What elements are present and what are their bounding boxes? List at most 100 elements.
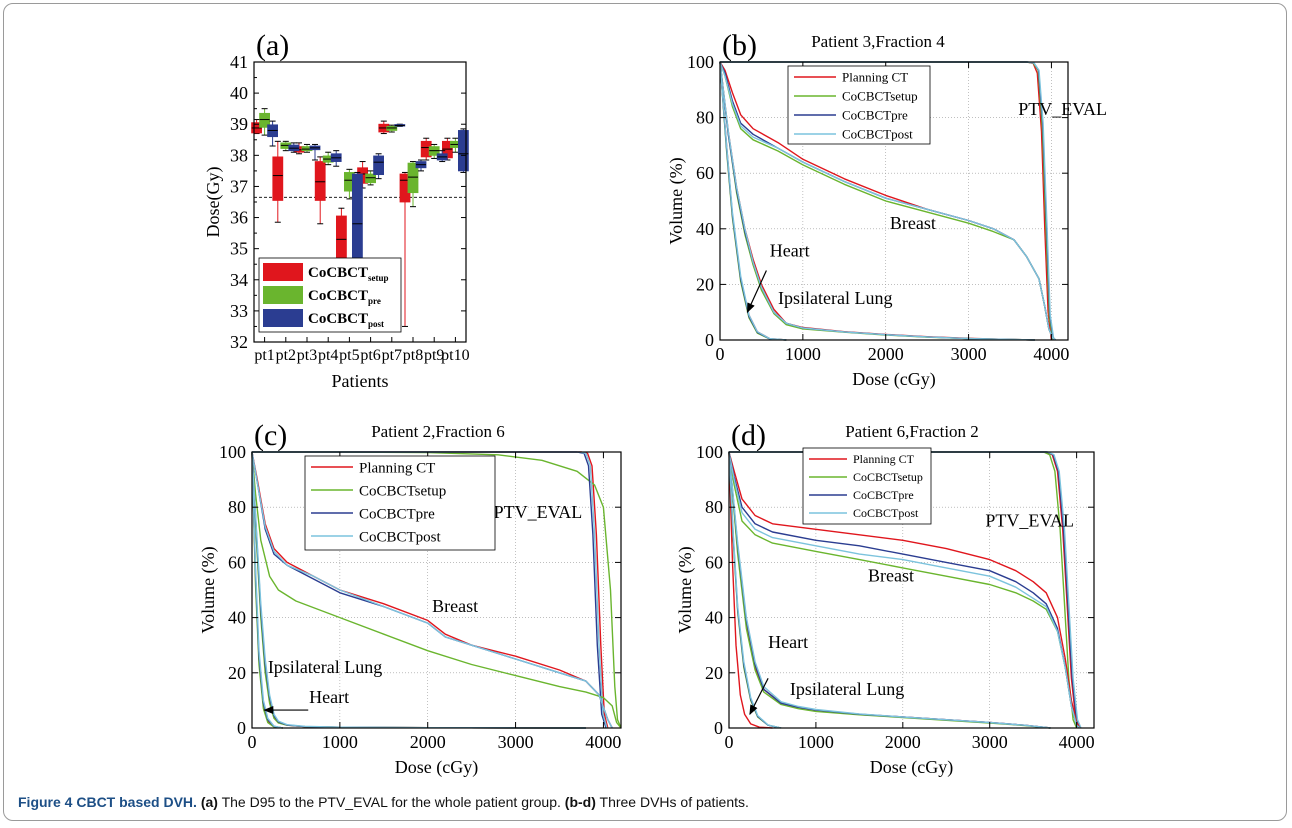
panel-a-box-pt10-CoCBCTpost — [457, 128, 469, 173]
legend-label: CoCBCTpost — [359, 529, 442, 545]
y-tick-label: 20 — [705, 663, 723, 683]
legend-swatch — [263, 309, 303, 327]
panel-c-dvh-chart: (c) Patient 2,Fraction 60 1000 2000 3000 4000… — [198, 419, 622, 778]
legend-label: Planning CT — [853, 452, 915, 466]
y-tick-label: 38 — [230, 145, 248, 165]
x-tick-label: 1000 — [798, 732, 834, 752]
y-tick-label: 41 — [230, 52, 248, 72]
panel-b-curve-group-ipsilateral-lung — [719, 61, 1035, 341]
panel-d-x-axis-title: Dose (cGy) — [870, 757, 953, 778]
legend-box — [787, 65, 931, 145]
panel-d-annotation: Ipsilateral Lung — [790, 679, 904, 699]
x-category-label: pt7 — [382, 347, 402, 364]
panel-d-curve-group-breast — [728, 451, 1081, 729]
panel-c-annotation: Ipsilateral Lung — [268, 657, 382, 677]
panel-a-box-pt2-CoCBCTsetup — [272, 140, 284, 223]
x-tick-label: 4000 — [1033, 344, 1069, 364]
panel-a-label: (a) — [256, 29, 289, 62]
y-tick-label: 0 — [705, 330, 714, 350]
y-tick-label: 36 — [230, 208, 248, 228]
panel-b-heart-arrow — [746, 270, 767, 314]
caption-part-a-label: (a) — [200, 794, 218, 810]
y-tick-label: 100 — [696, 442, 723, 462]
panel-d-annotation: Heart — [768, 632, 808, 652]
y-tick-label: 80 — [696, 108, 714, 128]
x-tick-label: 3000 — [972, 732, 1008, 752]
y-tick-label: 33 — [230, 301, 248, 321]
panel-d-curve-group-ipsilateral-lung — [728, 451, 1051, 729]
legend-swatch — [263, 263, 303, 281]
x-tick-label: 0 — [248, 732, 257, 752]
panel-c-annotation: Heart — [309, 687, 349, 707]
panel-a-x-axis-title: Patients — [332, 371, 389, 391]
figure-caption: Figure 4 CBCT based DVH. (a) The D95 to … — [18, 794, 749, 810]
x-tick-label: 3000 — [498, 732, 534, 752]
legend-label: CoCBCTsetup — [842, 89, 918, 104]
y-tick-label: 80 — [228, 497, 246, 517]
y-tick-label: 39 — [230, 114, 248, 134]
y-tick-label: 40 — [696, 219, 714, 239]
dvh-series-line — [728, 451, 782, 729]
panel-b-annotation: Breast — [890, 213, 936, 233]
box-body — [335, 215, 347, 261]
panel-c-title: Patient 2,Fraction 6 — [371, 422, 505, 441]
caption-part-bd-text: Three DVHs of patients. — [595, 794, 749, 810]
box-body — [272, 156, 284, 201]
y-tick-label: 80 — [705, 497, 723, 517]
dvh-series-line — [728, 451, 1081, 729]
legend-label: CoCBCTsetup — [308, 265, 389, 283]
panel-d-annotation: PTV_EVAL — [985, 511, 1074, 531]
caption-part-a-text: The D95 to the PTV_EVAL for the whole pa… — [217, 794, 565, 810]
panel-a-box-pt8-CoCBCTpost — [415, 159, 427, 172]
dvh-series-line — [729, 451, 1082, 729]
panel-a-box-pt4-CoCBCTsetup — [314, 156, 326, 225]
y-tick-label: 0 — [237, 718, 246, 738]
box-body — [259, 112, 271, 128]
panel-a-box-pt3-CoCBCTpost — [309, 143, 321, 161]
panel-c-x-axis-title: Dose (cGy) — [395, 757, 478, 778]
dvh-series-line — [251, 451, 283, 729]
panel-c-annotation: PTV_EVAL — [494, 502, 583, 522]
panel-c-y-axis-title: Volume (%) — [198, 546, 219, 633]
panel-b-y-axis-title: Volume (%) — [666, 157, 687, 244]
x-tick-label: 0 — [716, 344, 725, 364]
panel-b-curve-group-breast — [719, 61, 1057, 341]
y-tick-label: 35 — [230, 239, 248, 259]
x-category-label: pt6 — [360, 347, 380, 364]
panel-d-dvh-chart: (d) Patient 6,Fraction 20 1000 2000 3000 4000… — [675, 419, 1095, 778]
y-tick-label: 100 — [687, 52, 714, 72]
box-body — [365, 173, 377, 184]
panel-b-legend: Planning CT CoCBCTsetup CoCBCTpre CoCBCTpos… — [787, 65, 931, 145]
box-body — [373, 155, 385, 176]
panel-b-annotation: Heart — [770, 241, 810, 261]
x-tick-label: 0 — [725, 732, 734, 752]
box-body — [407, 162, 419, 194]
caption-figure-label: Figure 4 CBCT based DVH. — [18, 794, 197, 810]
panel-a-y-axis-title: Dose(Gy) — [203, 167, 224, 238]
legend-label-subscript: setup — [368, 273, 389, 283]
panel-b-annotation: PTV_EVAL — [1018, 99, 1107, 119]
legend-label: CoCBCTpre — [308, 288, 381, 306]
panel-a-box-pt2-CoCBCTpost — [288, 142, 300, 153]
legend-box — [304, 455, 496, 551]
legend-label: Planning CT — [842, 70, 908, 85]
panel-d-annotation: Breast — [868, 566, 914, 586]
panel-a-box-pt8-CoCBCTsetup — [399, 171, 411, 327]
legend-label: CoCBCTpre — [853, 488, 914, 502]
panel-a-box-pt1-CoCBCTsetup — [251, 119, 263, 135]
panel-b-label: (b) — [722, 29, 757, 62]
panel-c-curve-group-breast — [251, 451, 622, 729]
dvh-series-line — [728, 451, 1081, 729]
panel-b-title: Patient 3,Fraction 4 — [811, 32, 945, 51]
x-category-label: pt8 — [403, 347, 423, 364]
x-category-label: pt10 — [441, 347, 469, 364]
panel-a-box-pt1-CoCBCTpre — [259, 108, 271, 136]
legend-label: CoCBCTsetup — [853, 470, 923, 484]
legend-box — [802, 447, 932, 525]
x-tick-label: 2000 — [868, 344, 904, 364]
panel-a-box-pt7-CoCBCTpost — [394, 123, 406, 127]
dvh-series-line — [719, 61, 1035, 341]
